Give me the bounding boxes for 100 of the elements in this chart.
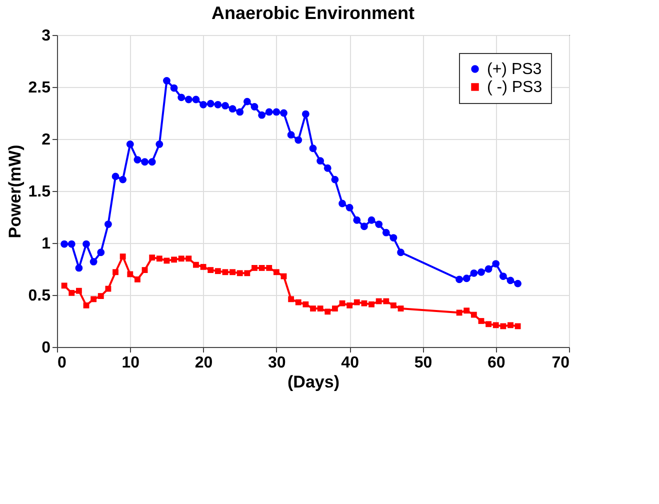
y-tick-label: 2.5 [28,80,51,96]
point [486,321,492,328]
point [514,280,522,288]
point [141,158,148,166]
point [98,293,104,299]
point [186,256,192,262]
point [339,300,346,306]
point [287,131,295,139]
chart-title: Anaerobic Environment [211,3,415,23]
point [470,269,478,277]
point [222,102,229,110]
point [112,269,118,276]
point [398,306,404,312]
point [376,298,382,304]
point [500,323,506,330]
y-tick-label: 1.5 [28,184,51,200]
x-tick-label: 50 [414,354,432,372]
point [316,157,324,165]
point [68,290,75,296]
point [456,276,463,284]
legend-label: (+) PS3 [487,61,542,78]
point [178,256,184,262]
point [390,302,396,308]
point [228,105,236,113]
x-tick-label: 40 [341,354,360,372]
point [258,111,266,119]
y-tick-label: 2 [42,132,51,148]
point [142,267,148,273]
point [148,158,156,166]
x-tick-label: 60 [487,354,506,372]
x-tick-label: 30 [268,354,286,372]
point [163,77,170,84]
point [272,108,280,116]
point [82,240,90,248]
point [383,298,390,304]
point [368,301,374,308]
point [193,262,199,268]
point [484,265,492,273]
y-tick-label: 3 [42,28,51,44]
point [97,248,105,256]
point [178,94,186,102]
point [156,140,164,148]
point [368,216,376,224]
point [127,271,134,278]
point [164,258,170,264]
point [266,265,272,271]
point [119,176,127,184]
point [200,100,207,108]
point [397,248,404,256]
point [61,282,68,289]
point [324,308,331,315]
point [294,136,302,144]
x-tick-label: 10 [122,354,140,372]
point [76,288,82,294]
point [302,110,310,118]
point [353,216,361,224]
point [184,96,192,104]
y-tick-label: 0 [42,340,51,356]
point [222,269,228,276]
point [104,220,112,228]
x-tick-label: 70 [552,354,570,372]
point [309,144,317,152]
point [360,222,368,230]
point [243,98,251,106]
point [170,84,178,92]
point [156,256,162,262]
point [149,254,156,261]
point [208,267,214,273]
point [456,310,462,316]
point [310,306,316,312]
point [382,228,390,236]
point [492,322,499,328]
point [478,268,485,276]
point [75,264,83,272]
point [470,312,477,318]
point [506,276,514,284]
point [236,270,243,276]
point [265,108,273,116]
point [361,300,368,306]
point [68,240,76,248]
point [295,299,302,306]
point [462,274,470,282]
point [346,204,354,212]
point [317,306,324,312]
x-axis-title: (Days) [288,372,340,392]
point [375,220,383,228]
point [478,318,484,324]
point [244,270,250,276]
point [499,272,507,280]
point [206,100,214,108]
point [354,299,360,306]
point [105,286,112,292]
point [346,302,353,308]
point [514,323,521,330]
point [250,103,258,110]
point [112,172,120,180]
y-axis-title: Power(mW) [5,144,24,238]
point [230,269,236,276]
point [214,268,221,274]
point [171,256,177,263]
